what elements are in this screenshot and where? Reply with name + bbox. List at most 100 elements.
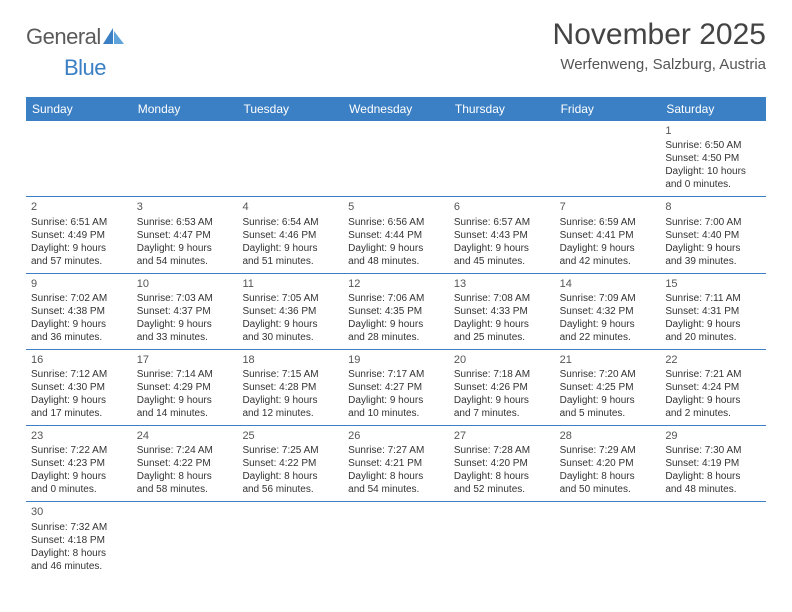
sunrise-text: Sunrise: 6:53 AM xyxy=(137,216,233,229)
daylight-text: and 54 minutes. xyxy=(137,255,233,268)
daylight-text: and 45 minutes. xyxy=(454,255,550,268)
sunset-text: Sunset: 4:46 PM xyxy=(242,229,338,242)
daylight-text: and 36 minutes. xyxy=(31,331,127,344)
daylight-text: Daylight: 9 hours xyxy=(560,394,656,407)
logo: General xyxy=(26,24,125,50)
calendar: SundayMondayTuesdayWednesdayThursdayFrid… xyxy=(26,97,766,578)
daylight-text: Daylight: 9 hours xyxy=(137,318,233,331)
daylight-text: Daylight: 8 hours xyxy=(242,470,338,483)
day-number: 4 xyxy=(242,200,338,214)
calendar-empty xyxy=(343,502,449,577)
calendar-empty xyxy=(449,121,555,196)
sunset-text: Sunset: 4:26 PM xyxy=(454,381,550,394)
sunset-text: Sunset: 4:24 PM xyxy=(665,381,761,394)
daylight-text: Daylight: 8 hours xyxy=(665,470,761,483)
day-number: 29 xyxy=(665,429,761,443)
day-number: 18 xyxy=(242,353,338,367)
calendar-day: 4 Sunrise: 6:54 AMSunset: 4:46 PMDaylight… xyxy=(237,197,343,272)
sunset-text: Sunset: 4:36 PM xyxy=(242,305,338,318)
calendar-empty xyxy=(237,121,343,196)
day-number: 25 xyxy=(242,429,338,443)
logo-text-blue: Blue xyxy=(64,55,106,81)
calendar-day: 7Sunrise: 6:59 AMSunset: 4:41 PMDaylight… xyxy=(555,197,661,272)
day-header-cell: Friday xyxy=(555,97,661,121)
sunrise-text: Sunrise: 7:15 AM xyxy=(242,368,338,381)
sunset-text: Sunset: 4:22 PM xyxy=(242,457,338,470)
sunrise-text: Sunrise: 7:20 AM xyxy=(560,368,656,381)
day-number: 9 xyxy=(31,277,127,291)
daylight-text: and 28 minutes. xyxy=(348,331,444,344)
daylight-text: and 56 minutes. xyxy=(242,483,338,496)
calendar-week: 30Sunrise: 7:32 AMSunset: 4:18 PMDayligh… xyxy=(26,502,766,577)
sunrise-text: Sunrise: 7:29 AM xyxy=(560,444,656,457)
sunrise-text: Sunrise: 7:06 AM xyxy=(348,292,444,305)
calendar-day: 24Sunrise: 7:24 AMSunset: 4:22 PMDayligh… xyxy=(132,426,238,501)
calendar-empty xyxy=(132,121,238,196)
daylight-text: and 14 minutes. xyxy=(137,407,233,420)
location: Werfenweng, Salzburg, Austria xyxy=(553,56,766,73)
daylight-text: Daylight: 9 hours xyxy=(242,242,338,255)
daylight-text: Daylight: 9 hours xyxy=(242,318,338,331)
calendar-week: 16Sunrise: 7:12 AMSunset: 4:30 PMDayligh… xyxy=(26,350,766,426)
daylight-text: Daylight: 9 hours xyxy=(454,318,550,331)
sunset-text: Sunset: 4:30 PM xyxy=(31,381,127,394)
day-number: 5 xyxy=(348,200,444,214)
daylight-text: Daylight: 8 hours xyxy=(454,470,550,483)
sunset-text: Sunset: 4:20 PM xyxy=(454,457,550,470)
sunset-text: Sunset: 4:33 PM xyxy=(454,305,550,318)
day-number: 15 xyxy=(665,277,761,291)
daylight-text: and 51 minutes. xyxy=(242,255,338,268)
sunset-text: Sunset: 4:41 PM xyxy=(560,229,656,242)
daylight-text: Daylight: 9 hours xyxy=(348,318,444,331)
daylight-text: Daylight: 9 hours xyxy=(665,318,761,331)
calendar-empty xyxy=(660,502,766,577)
calendar-empty xyxy=(343,121,449,196)
sunrise-text: Sunrise: 7:30 AM xyxy=(665,444,761,457)
sunset-text: Sunset: 4:20 PM xyxy=(560,457,656,470)
daylight-text: and 22 minutes. xyxy=(560,331,656,344)
sunrise-text: Sunrise: 6:56 AM xyxy=(348,216,444,229)
calendar-day: 26Sunrise: 7:27 AMSunset: 4:21 PMDayligh… xyxy=(343,426,449,501)
daylight-text: Daylight: 8 hours xyxy=(31,547,127,560)
daylight-text: and 42 minutes. xyxy=(560,255,656,268)
calendar-empty xyxy=(555,502,661,577)
calendar-day: 22Sunrise: 7:21 AMSunset: 4:24 PMDayligh… xyxy=(660,350,766,425)
calendar-empty xyxy=(26,121,132,196)
daylight-text: Daylight: 9 hours xyxy=(242,394,338,407)
daylight-text: and 39 minutes. xyxy=(665,255,761,268)
daylight-text: and 0 minutes. xyxy=(665,178,761,191)
sunrise-text: Sunrise: 7:12 AM xyxy=(31,368,127,381)
day-number: 11 xyxy=(242,277,338,291)
daylight-text: Daylight: 8 hours xyxy=(137,470,233,483)
calendar-day: 11Sunrise: 7:05 AMSunset: 4:36 PMDayligh… xyxy=(237,274,343,349)
daylight-text: Daylight: 9 hours xyxy=(137,394,233,407)
calendar-day: 17Sunrise: 7:14 AMSunset: 4:29 PMDayligh… xyxy=(132,350,238,425)
sunrise-text: Sunrise: 7:09 AM xyxy=(560,292,656,305)
daylight-text: Daylight: 9 hours xyxy=(665,394,761,407)
daylight-text: and 10 minutes. xyxy=(348,407,444,420)
daylight-text: Daylight: 9 hours xyxy=(560,242,656,255)
sunrise-text: Sunrise: 6:54 AM xyxy=(242,216,338,229)
day-number: 14 xyxy=(560,277,656,291)
calendar-day: 6Sunrise: 6:57 AMSunset: 4:43 PMDaylight… xyxy=(449,197,555,272)
calendar-day: 8Sunrise: 7:00 AMSunset: 4:40 PMDaylight… xyxy=(660,197,766,272)
sunset-text: Sunset: 4:25 PM xyxy=(560,381,656,394)
sunrise-text: Sunrise: 6:50 AM xyxy=(665,139,761,152)
calendar-day: 25Sunrise: 7:25 AMSunset: 4:22 PMDayligh… xyxy=(237,426,343,501)
calendar-week: 2Sunrise: 6:51 AMSunset: 4:49 PMDaylight… xyxy=(26,197,766,273)
daylight-text: and 30 minutes. xyxy=(242,331,338,344)
daylight-text: and 17 minutes. xyxy=(31,407,127,420)
calendar-day: 28Sunrise: 7:29 AMSunset: 4:20 PMDayligh… xyxy=(555,426,661,501)
day-number: 20 xyxy=(454,353,550,367)
day-number: 7 xyxy=(560,200,656,214)
sunrise-text: Sunrise: 7:32 AM xyxy=(31,521,127,534)
logo-text-general: General xyxy=(26,24,101,50)
sunrise-text: Sunrise: 6:57 AM xyxy=(454,216,550,229)
day-number: 1 xyxy=(665,124,761,138)
calendar-day: 19Sunrise: 7:17 AMSunset: 4:27 PMDayligh… xyxy=(343,350,449,425)
daylight-text: and 48 minutes. xyxy=(665,483,761,496)
daylight-text: Daylight: 9 hours xyxy=(348,242,444,255)
day-number: 26 xyxy=(348,429,444,443)
day-number: 21 xyxy=(560,353,656,367)
sunset-text: Sunset: 4:21 PM xyxy=(348,457,444,470)
